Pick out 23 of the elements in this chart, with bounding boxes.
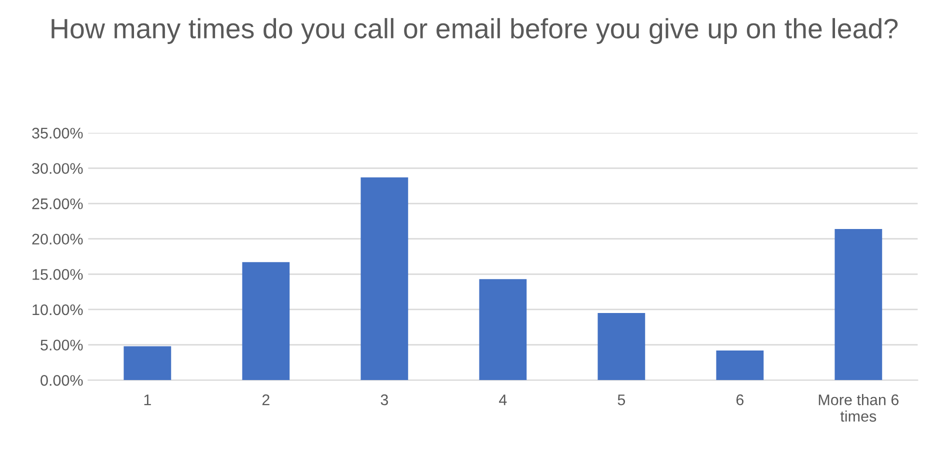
y-tick-label: 20.00%	[32, 234, 83, 245]
x-tick-label: 6	[736, 394, 744, 406]
y-tick-label: 35.00%	[32, 128, 83, 139]
y-tick-label: 25.00%	[32, 198, 83, 210]
x-tick-label: 2	[262, 394, 270, 406]
y-tick-label: 30.00%	[32, 163, 83, 174]
y-tick-label: 10.00%	[32, 304, 83, 316]
x-tick-label: 3	[380, 394, 388, 406]
bar	[479, 279, 527, 380]
bar	[716, 350, 764, 380]
y-tick-label: 5.00%	[40, 340, 83, 350]
x-tick-label: 4	[499, 394, 507, 406]
x-tick-label: 1	[144, 394, 151, 406]
bar	[242, 262, 290, 380]
y-tick-label: 0.00%	[40, 375, 83, 386]
y-tick-label: 15.00%	[32, 269, 83, 280]
bar	[834, 228, 882, 380]
bar	[124, 346, 172, 380]
bar	[360, 177, 408, 380]
bar	[598, 313, 646, 380]
x-tick-label: More than 6 times	[818, 394, 899, 422]
chart-title: How many times do you call or email before you give up on the lead?	[52, 18, 898, 44]
x-tick-label: 5	[618, 394, 626, 406]
